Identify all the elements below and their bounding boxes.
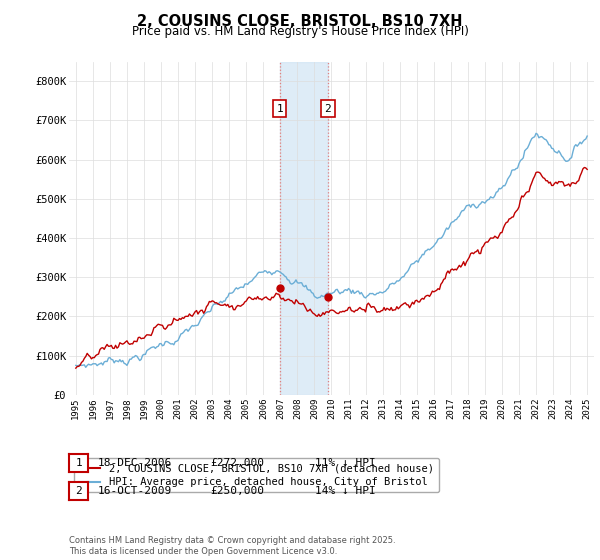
Text: Price paid vs. HM Land Registry's House Price Index (HPI): Price paid vs. HM Land Registry's House … <box>131 25 469 38</box>
Text: 11% ↓ HPI: 11% ↓ HPI <box>315 458 376 468</box>
Bar <box>280 62 328 395</box>
Text: 1: 1 <box>277 104 283 114</box>
Legend: 2, COUSINS CLOSE, BRISTOL, BS10 7XH (detached house), HPI: Average price, detach: 2, COUSINS CLOSE, BRISTOL, BS10 7XH (det… <box>74 458 439 492</box>
Text: 18-DEC-2006: 18-DEC-2006 <box>98 458 172 468</box>
Text: 2: 2 <box>325 104 331 114</box>
Text: £272,000: £272,000 <box>210 458 264 468</box>
Text: 16-OCT-2009: 16-OCT-2009 <box>98 486 172 496</box>
Text: 14% ↓ HPI: 14% ↓ HPI <box>315 486 376 496</box>
Text: Contains HM Land Registry data © Crown copyright and database right 2025.
This d: Contains HM Land Registry data © Crown c… <box>69 536 395 556</box>
Text: 1: 1 <box>75 458 82 468</box>
Text: 2: 2 <box>75 486 82 496</box>
Text: 2, COUSINS CLOSE, BRISTOL, BS10 7XH: 2, COUSINS CLOSE, BRISTOL, BS10 7XH <box>137 14 463 29</box>
Text: £250,000: £250,000 <box>210 486 264 496</box>
